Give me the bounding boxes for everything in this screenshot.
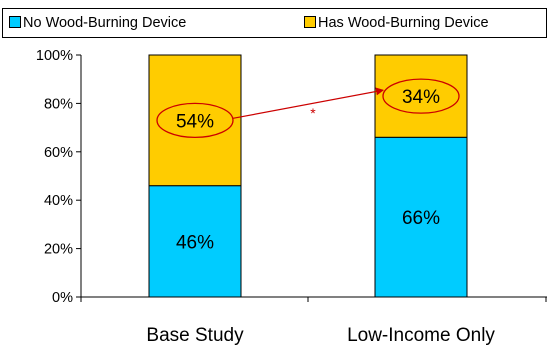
significance-asterisk: * xyxy=(310,105,316,121)
y-tick-label: 0% xyxy=(52,290,73,306)
x-category-label: Base Study xyxy=(146,325,244,346)
chart-bars xyxy=(148,54,468,298)
highlight-ellipse xyxy=(382,78,460,114)
legend-swatch-no-device xyxy=(9,16,21,28)
data-label: 66% xyxy=(402,208,440,229)
bar-segment xyxy=(374,136,468,298)
highlight-ellipse xyxy=(156,102,234,138)
data-label: 54% xyxy=(176,111,214,132)
chart-annotation: * xyxy=(156,78,460,138)
legend-item-has-device: Has Wood-Burning Device xyxy=(304,15,489,31)
chart-axes: 0% 20% 40% 60% 80% 100% xyxy=(36,48,547,306)
bar-segment xyxy=(148,185,242,298)
data-label: 46% xyxy=(176,232,214,253)
bar-segment xyxy=(148,54,242,187)
legend-label-has-device: Has Wood-Burning Device xyxy=(318,15,489,31)
chart-legend: No Wood-Burning Device Has Wood-Burning … xyxy=(2,8,547,38)
legend-item-no-device: No Wood-Burning Device xyxy=(9,15,186,31)
y-tick-label: 20% xyxy=(44,242,73,258)
y-tick-label: 100% xyxy=(36,48,73,64)
legend-label-no-device: No Wood-Burning Device xyxy=(23,15,187,31)
y-tick-label: 60% xyxy=(44,145,73,161)
legend-swatch-has-device xyxy=(304,16,316,28)
bar-segment xyxy=(374,54,468,138)
y-tick-label: 80% xyxy=(44,96,73,112)
annotation-arrow xyxy=(232,87,384,119)
x-category-label: Low-Income Only xyxy=(347,325,495,346)
chart-labels: 46% Base Study 66% Low-Income Only 54% 34% xyxy=(146,87,495,346)
y-tick-label: 40% xyxy=(44,193,73,209)
data-label: 34% xyxy=(402,87,440,108)
